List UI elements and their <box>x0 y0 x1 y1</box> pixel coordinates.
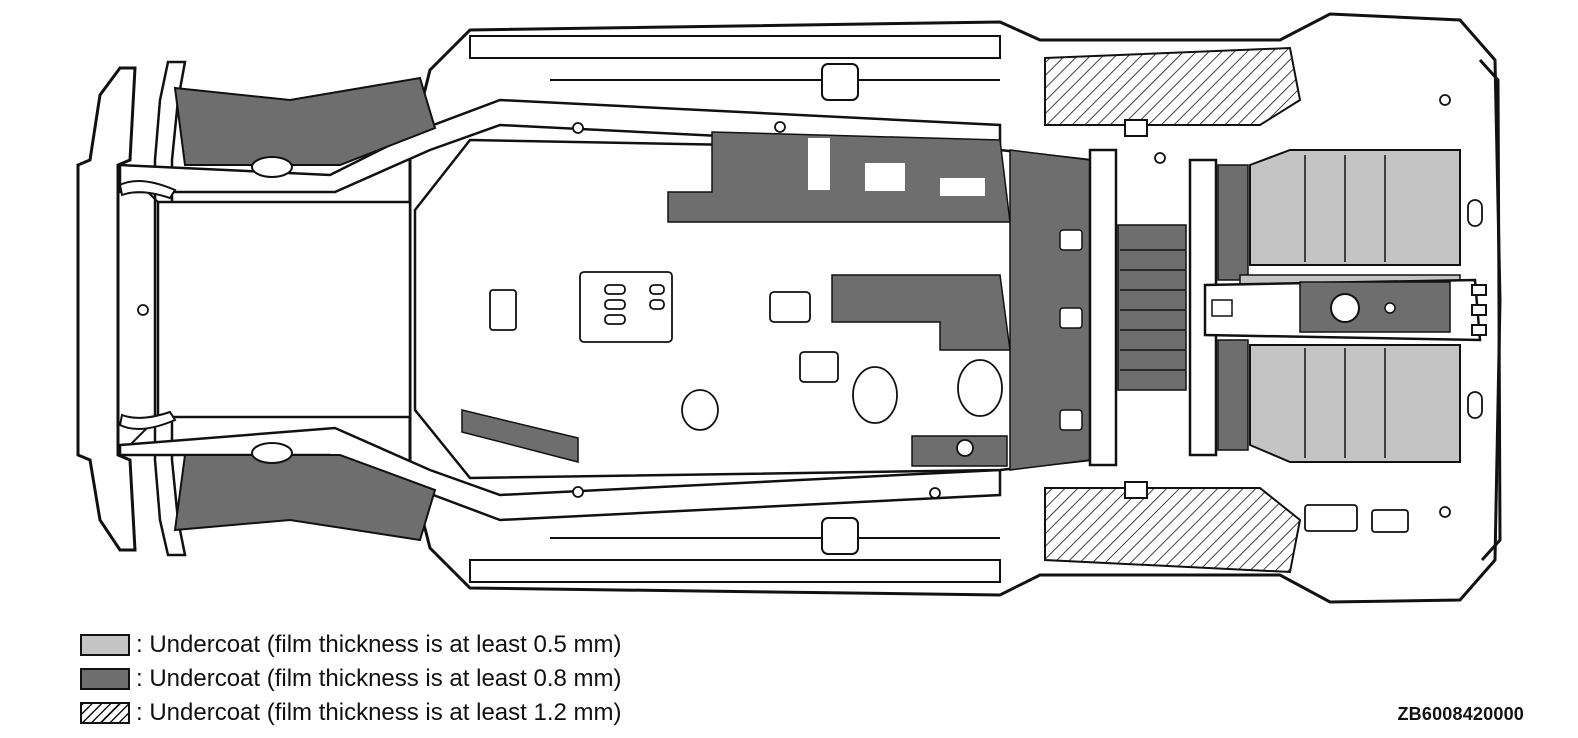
undercoat-0.8mm-floor-upper <box>667 131 1011 223</box>
jack-point-rear-lower <box>1124 481 1148 499</box>
engine-bay-opening <box>156 200 412 419</box>
front-bumper <box>76 66 137 552</box>
undercoat-0.5mm-rear-floor-upper <box>1249 149 1461 266</box>
side-sill-upper <box>469 35 1001 59</box>
legend-label-0.8mm: : Undercoat (film thickness is at least … <box>136 665 622 692</box>
legend-swatch-dark-gray <box>80 668 130 690</box>
undercoat-1.2mm-rear-wheelwell-lower <box>1044 487 1302 574</box>
undercoat-0.5mm-rear-floor-lower <box>1249 344 1461 463</box>
undercoat-0.8mm-front-wheelwell-lower <box>173 454 437 542</box>
front-strut-mount-lower <box>251 442 293 464</box>
rear-tow-hook <box>1471 284 1487 336</box>
undercoat-1.2mm-rear-wheelwell-upper <box>1044 46 1302 126</box>
legend-swatch-light-gray <box>80 634 130 656</box>
rear-bumper <box>1478 58 1502 562</box>
underbody-diagram <box>76 12 1502 604</box>
rear-floor-ribs <box>1304 155 1386 458</box>
jack-point-front-upper <box>821 63 859 101</box>
jack-point-rear-upper <box>1124 119 1148 137</box>
rear-crossmember-1 <box>1088 148 1118 467</box>
tunnel-detail-lines <box>1059 229 1185 431</box>
undercoat-0.8mm-rear-crossmember <box>1117 224 1187 391</box>
legend-swatch-hatched <box>80 702 130 724</box>
front-tie-down-hooks <box>118 180 177 430</box>
undercoat-0.8mm-floor-center <box>831 274 1011 351</box>
jack-point-front-lower <box>821 517 859 555</box>
undercoat-0.8mm-front-wheelwell-upper <box>173 76 437 166</box>
undercoat-0.8mm-rear-rail-lower <box>1217 339 1249 451</box>
legend-label-1.2mm: : Undercoat (film thickness is at least … <box>136 699 622 726</box>
side-sill-lower <box>469 559 1001 583</box>
figure-code: ZB6008420000 <box>1397 704 1524 724</box>
legend-item-0.5mm: : Undercoat (film thickness is at least … <box>80 628 621 662</box>
legend-item-1.2mm: : Undercoat (film thickness is at least … <box>80 696 621 730</box>
legend-item-0.8mm: : Undercoat (film thickness is at least … <box>80 662 621 696</box>
floor-details <box>137 94 1483 533</box>
legend: : Undercoat (film thickness is at least … <box>80 628 621 730</box>
front-strut-mount-upper <box>251 156 293 178</box>
undercoat-0.8mm-floor-lower-left <box>461 409 579 463</box>
legend-label-0.5mm: : Undercoat (film thickness is at least … <box>136 631 622 658</box>
undercoat-0.8mm-rear-rail-upper <box>1217 164 1249 281</box>
